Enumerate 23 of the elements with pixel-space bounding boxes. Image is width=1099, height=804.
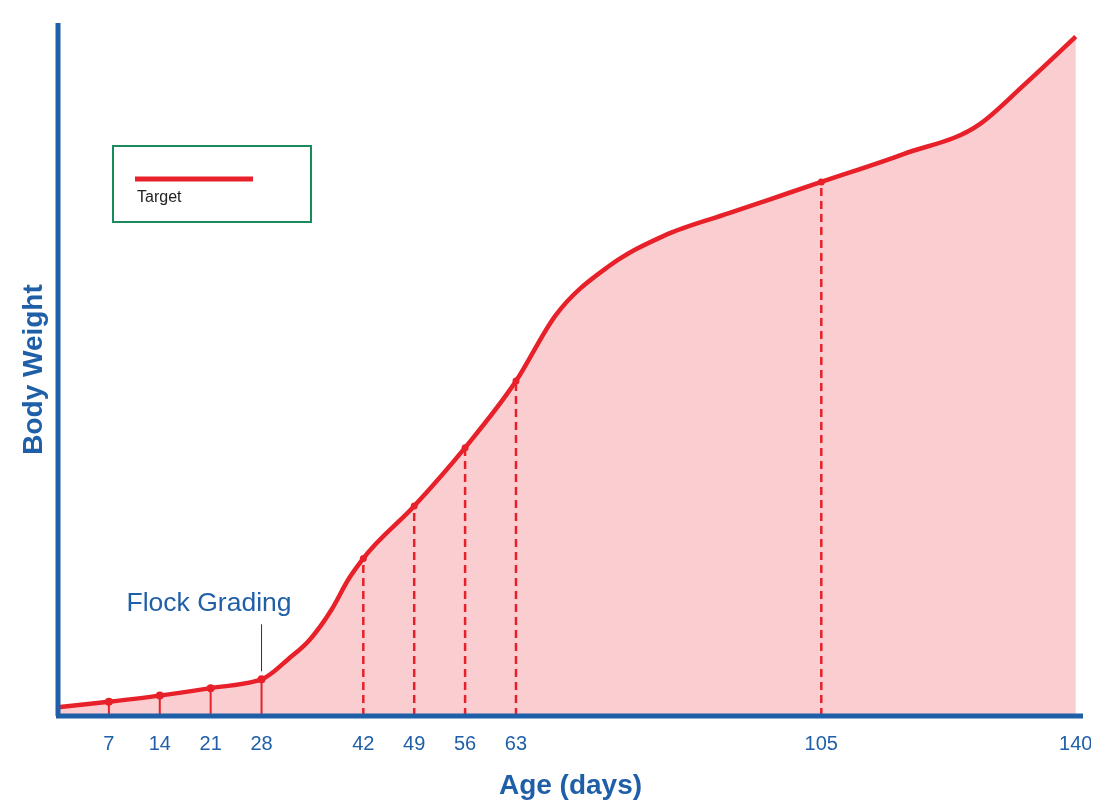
point (512, 377, 520, 385)
y-axis-title: Body Weight (17, 284, 48, 455)
point (155, 691, 164, 700)
x-tick-label: 21 (199, 732, 222, 754)
point (359, 554, 367, 562)
x-axis-title: Age (days) (498, 769, 643, 800)
x-tick-label: 140 (1059, 732, 1093, 754)
x-tick-label: 14 (148, 732, 171, 754)
point (104, 697, 113, 706)
x-tick-label: 42 (352, 732, 375, 754)
point (461, 444, 469, 452)
point (206, 684, 215, 693)
x-tick-label: 28 (250, 732, 273, 754)
point (257, 675, 266, 684)
point (817, 178, 825, 186)
text: Target (137, 188, 183, 205)
x-tick-label: 56 (453, 732, 477, 754)
annotation: Flock Grading (126, 587, 292, 618)
x-tick-label: 49 (403, 732, 426, 754)
x-tick-label: 105 (804, 732, 838, 754)
x-tick-label: 7 (103, 732, 115, 754)
x-tick-label: 63 (504, 732, 528, 754)
point (410, 502, 418, 510)
